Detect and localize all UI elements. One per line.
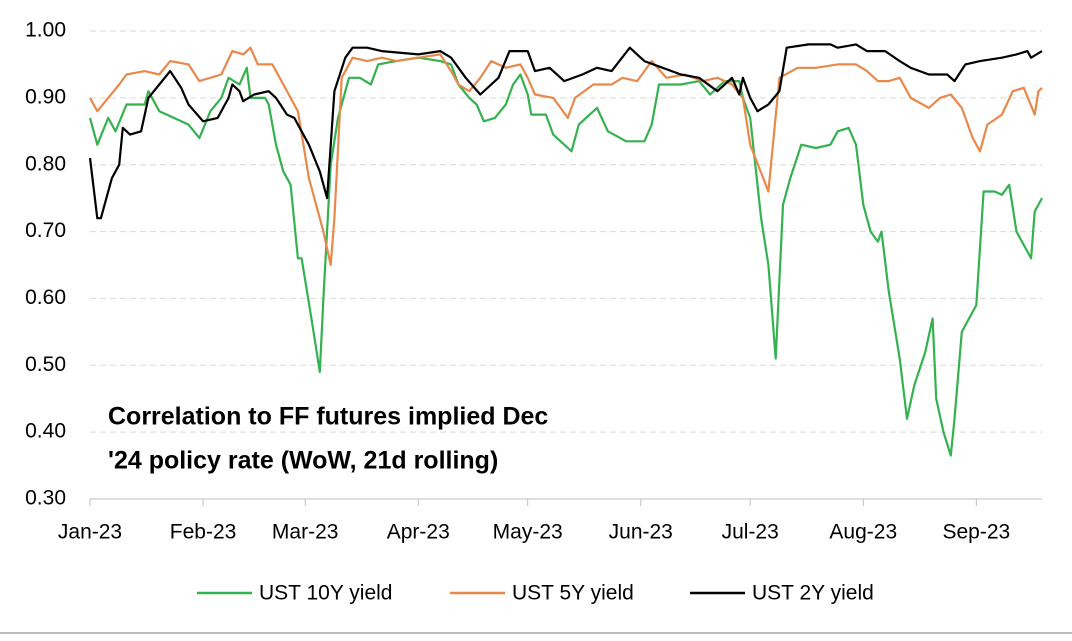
x-tick-label: Jul-23 (722, 521, 779, 544)
legend-label: UST 5Y yield (512, 582, 634, 605)
y-tick-label: 0.80 (25, 152, 66, 175)
x-tick-label: Feb-23 (170, 521, 237, 544)
x-tick-label: Apr-23 (387, 521, 450, 544)
y-tick-label: 0.70 (25, 219, 66, 242)
x-tick-label: May-23 (493, 521, 563, 544)
annotation: '24 policy rate (WoW, 21d rolling) (108, 447, 498, 475)
series-line (89, 46, 1043, 267)
y-tick-label: 0.90 (25, 85, 66, 108)
legend-label: UST 2Y yield (752, 582, 874, 605)
x-tick-label: Sep-23 (942, 521, 1010, 544)
y-tick-label: 0.50 (25, 353, 66, 376)
y-tick-label: 1.00 (25, 19, 66, 42)
x-tick-label: Mar-23 (272, 521, 339, 544)
annotation: Correlation to FF futures implied Dec (108, 403, 548, 431)
x-tick-label: Jun-23 (609, 521, 673, 544)
x-tick-label: Aug-23 (829, 521, 897, 544)
y-tick-label: 0.40 (25, 420, 66, 443)
y-tick-label: 0.30 (25, 487, 66, 510)
y-tick-label: 0.60 (25, 286, 66, 309)
series-line (88, 43, 1043, 220)
legend-label: UST 10Y yield (259, 582, 392, 605)
x-tick-label: Jan-23 (58, 521, 122, 544)
series-line (88, 56, 1043, 457)
